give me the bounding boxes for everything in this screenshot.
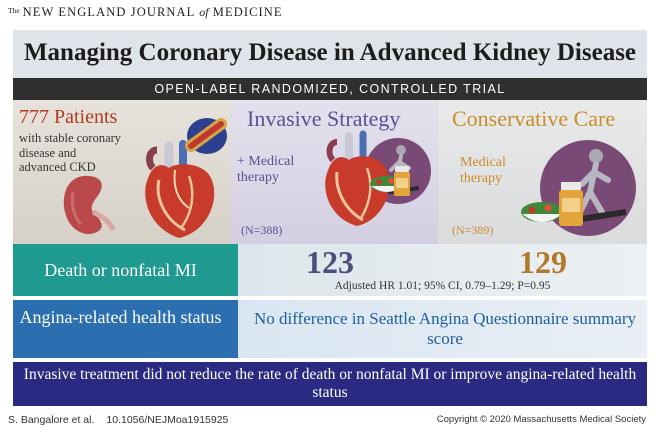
conservative-events-value: 129 — [519, 244, 567, 280]
journal-header: The NEW ENGLAND JOURNAL of MEDICINE — [8, 5, 283, 20]
copyright: Copyright © 2020 Massachusetts Medical S… — [436, 414, 646, 425]
artery-icon — [185, 118, 227, 154]
heart-icon — [145, 140, 215, 238]
invasive-title: Invasive Strategy — [247, 106, 401, 131]
conservative-n: (N=389) — [452, 223, 494, 237]
outcome-death-mi-label: Death or nonfatal MI — [44, 260, 197, 280]
outcome-angina-result: No difference in Seattle Angina Question… — [253, 309, 637, 348]
outcome-angina-label: Angina-related health status — [19, 307, 222, 327]
conservative-title: Conservative Care — [452, 106, 616, 131]
kidney-icon — [63, 175, 116, 234]
outcome-death-mi-body — [238, 244, 647, 296]
doi-link[interactable]: 10.1056/NEJMoa1915925 — [106, 414, 229, 426]
citation: S. Bangalore et al. 10.1056/NEJMoa1915925 — [8, 414, 228, 426]
conclusion-band — [13, 362, 647, 406]
hazard-ratio-statistic: Adjusted HR 1.01; 95% CI, 0.79–1.29; P=0… — [334, 280, 551, 292]
authors: S. Bangalore et al. — [8, 414, 95, 426]
conservative-panel: Conservative Care Medical therapy (N=389… — [438, 100, 647, 244]
invasive-n: (N=388) — [241, 223, 283, 237]
journal-name-part2: MEDICINE — [212, 5, 283, 19]
page-title: Managing Coronary Disease in Advanced Ki… — [23, 39, 637, 66]
heart-stent-icon — [325, 130, 390, 226]
patients-panel: 777 Patients with stable coronary diseas… — [13, 100, 231, 244]
invasive-medical-therapy: + Medical therapy — [237, 154, 295, 185]
invasive-panel: Invasive Strategy + Medical therapy (N=3… — [231, 100, 438, 244]
pill-bottle-icon — [394, 166, 410, 196]
journal-of: of — [199, 5, 209, 19]
trial-design-bar: OPEN-LABEL RANDOMIZED, CONTROLLED TRIAL — [13, 78, 647, 100]
exercise-icon — [540, 140, 636, 236]
journal-prefix: The — [8, 6, 20, 15]
outcome-angina-label-band — [13, 300, 238, 358]
outcome-death-mi-label-band — [13, 244, 238, 296]
conservative-medical-therapy: Medical therapy — [460, 155, 506, 186]
journal-name-part1: NEW ENGLAND JOURNAL — [22, 5, 195, 19]
title-band — [13, 30, 647, 78]
pill-bottle-icon — [559, 182, 583, 226]
salad-icon — [521, 202, 563, 222]
conclusion-text: Invasive treatment did not reduce the ra… — [23, 366, 637, 401]
patients-description: with stable coronary disease and advance… — [19, 131, 122, 174]
patients-count: 777 Patients — [19, 106, 118, 128]
invasive-events-value: 123 — [306, 244, 354, 280]
outcome-angina-body — [238, 300, 647, 358]
